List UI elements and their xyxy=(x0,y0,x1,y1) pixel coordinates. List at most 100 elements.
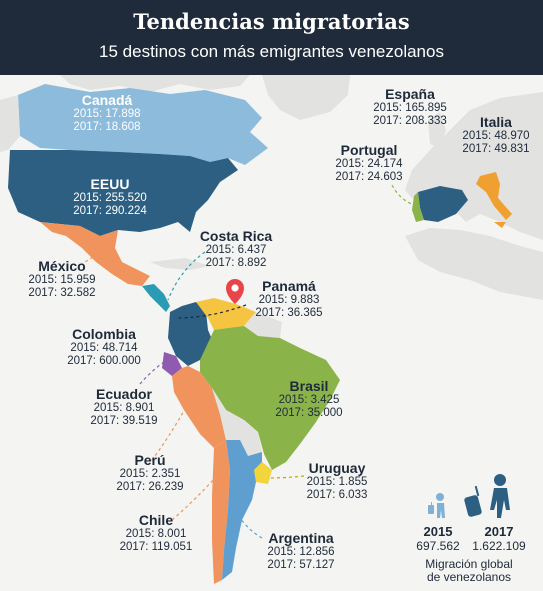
label-brasil: Brasil 2015: 3.425 2017: 35.000 xyxy=(266,378,352,421)
value-2017: 2017: 600.000 xyxy=(67,355,141,368)
spain-shape xyxy=(418,186,468,222)
label-mexico: México 2015: 15.959 2017: 32.582 xyxy=(20,258,104,301)
mexico-shape xyxy=(40,222,150,286)
alaska-shape xyxy=(0,95,20,152)
country-name: Colombia xyxy=(72,326,136,342)
central-america-shape xyxy=(142,284,170,312)
summary-2015: 2015 697.562 xyxy=(408,524,468,553)
value-2017: 2017: 39.519 xyxy=(90,415,158,428)
label-canada: Canadá 2015: 17.898 2017: 18.608 xyxy=(62,92,152,135)
country-name: Argentina xyxy=(268,530,334,546)
ecuador-shape xyxy=(162,352,182,376)
connector-ecuador xyxy=(139,361,165,385)
country-name: Ecuador xyxy=(95,386,152,402)
value-2017: 2017: 35.000 xyxy=(275,407,343,420)
label-eeuu: EEUU 2015: 255.520 2017: 290.224 xyxy=(62,176,158,219)
value-2017: 2017: 24.603 xyxy=(335,171,403,184)
summary-year-2017: 2017 xyxy=(484,524,514,539)
country-name: México xyxy=(38,258,86,274)
summary-2017: 2017 1.622.109 xyxy=(464,524,534,553)
summary-caption-line2: de venezolanos xyxy=(426,570,512,585)
connector-portugal xyxy=(391,184,415,206)
label-argentina: Argentina 2015: 12.856 2017: 57.127 xyxy=(256,530,346,573)
label-italia: Italia 2015: 48.970 2017: 49.831 xyxy=(452,114,540,157)
value-2015: 2015: 48.970 xyxy=(462,130,530,143)
map-pin-icon xyxy=(226,279,244,304)
connector-mexico xyxy=(79,251,101,266)
value-2017: 2017: 26.239 xyxy=(116,481,184,494)
sicily-shape xyxy=(494,222,506,228)
label-costarica: Costa Rica 2015: 6.437 2017: 8.892 xyxy=(196,228,276,271)
bolivia-shape xyxy=(212,388,244,440)
connector-peru xyxy=(147,399,191,466)
caribbean-shape xyxy=(150,258,210,270)
label-chile: Chile 2015: 8.001 2017: 119.051 xyxy=(108,512,204,555)
connector-argentina xyxy=(237,514,263,539)
summary-year-2015: 2015 xyxy=(423,524,453,539)
header-banner: Tendencias migratorias 15 destinos con m… xyxy=(0,0,543,75)
label-portugal: Portugal 2015: 24.174 2017: 24.603 xyxy=(324,142,414,185)
connector-chile xyxy=(171,477,216,521)
summary-caption-line1: Migración global xyxy=(425,557,513,571)
country-name: EEUU xyxy=(90,176,130,192)
label-panama: Panamá 2015: 9.883 2017: 36.365 xyxy=(244,278,334,321)
brasil-shape xyxy=(200,326,340,470)
value-2017: 2017: 36.365 xyxy=(255,307,323,320)
value-2015: 2015: 6.437 xyxy=(205,244,267,257)
traveler-luggage-icon-large xyxy=(464,474,510,518)
summary-value-2017: 1.622.109 xyxy=(472,539,526,553)
summary-value-2015: 697.562 xyxy=(416,539,460,553)
connector-costarica xyxy=(167,251,206,301)
country-name: Canadá xyxy=(81,92,133,108)
page-title: Tendencias migratorias xyxy=(133,9,410,34)
value-2017: 2017: 57.127 xyxy=(267,559,335,572)
country-name: Portugal xyxy=(340,142,398,158)
label-colombia: Colombia 2015: 48.714 2017: 600.000 xyxy=(56,326,152,369)
country-name: Costa Rica xyxy=(199,228,273,244)
value-2015: 2015: 8.001 xyxy=(125,528,187,541)
traveler-luggage-icon xyxy=(428,493,445,518)
country-name: España xyxy=(385,86,435,102)
canada-shape xyxy=(18,84,268,165)
summary-caption: Migración global de venezolanos xyxy=(414,557,524,585)
country-name: Chile xyxy=(138,512,174,528)
argentina-shape xyxy=(222,440,262,580)
country-name: Panamá xyxy=(262,278,316,294)
value-2017: 2017: 290.224 xyxy=(73,205,147,218)
americas-europe-map xyxy=(0,75,543,584)
guianas-shape xyxy=(244,312,282,338)
value-2017: 2017: 18.608 xyxy=(73,121,141,134)
peru-shape xyxy=(172,366,226,448)
country-name: Italia xyxy=(480,114,512,130)
value-2015: 2015: 17.898 xyxy=(73,108,141,121)
value-2015: 2015: 255.520 xyxy=(73,192,147,205)
venezuela-shape xyxy=(196,298,256,330)
label-espana: España 2015: 165.895 2017: 208.333 xyxy=(362,86,458,129)
value-2015: 2015: 1.855 xyxy=(306,476,368,489)
value-2015: 2015: 165.895 xyxy=(373,102,447,115)
africa-shape xyxy=(405,228,543,300)
uk-shape xyxy=(428,112,446,148)
value-2017: 2017: 119.051 xyxy=(119,541,193,554)
value-2015: 2015: 12.856 xyxy=(267,546,335,559)
italy-shape xyxy=(476,172,512,220)
portugal-shape xyxy=(412,192,424,222)
usa-shape xyxy=(8,150,238,236)
value-2015: 2015: 2.351 xyxy=(119,468,181,481)
value-2017: 2017: 208.333 xyxy=(373,115,447,128)
label-uruguay: Uruguay 2015: 1.855 2017: 6.033 xyxy=(296,460,378,503)
country-name: Brasil xyxy=(289,378,329,394)
page-subtitle: 15 destinos con más emigrantes venezolan… xyxy=(99,42,444,61)
chile-shape xyxy=(212,440,230,584)
value-2017: 2017: 49.831 xyxy=(462,143,530,156)
connector-uruguay xyxy=(267,475,305,479)
paraguay-shape xyxy=(240,420,262,456)
label-ecuador: Ecuador 2015: 8.901 2017: 39.519 xyxy=(82,386,166,429)
connector-panama xyxy=(175,304,247,319)
value-2015: 2015: 15.959 xyxy=(28,274,96,287)
value-2015: 2015: 48.714 xyxy=(70,342,138,355)
arctic-islands-shape xyxy=(60,75,250,92)
value-2015: 2015: 9.883 xyxy=(258,294,320,307)
value-2015: 2015: 8.901 xyxy=(93,402,155,415)
